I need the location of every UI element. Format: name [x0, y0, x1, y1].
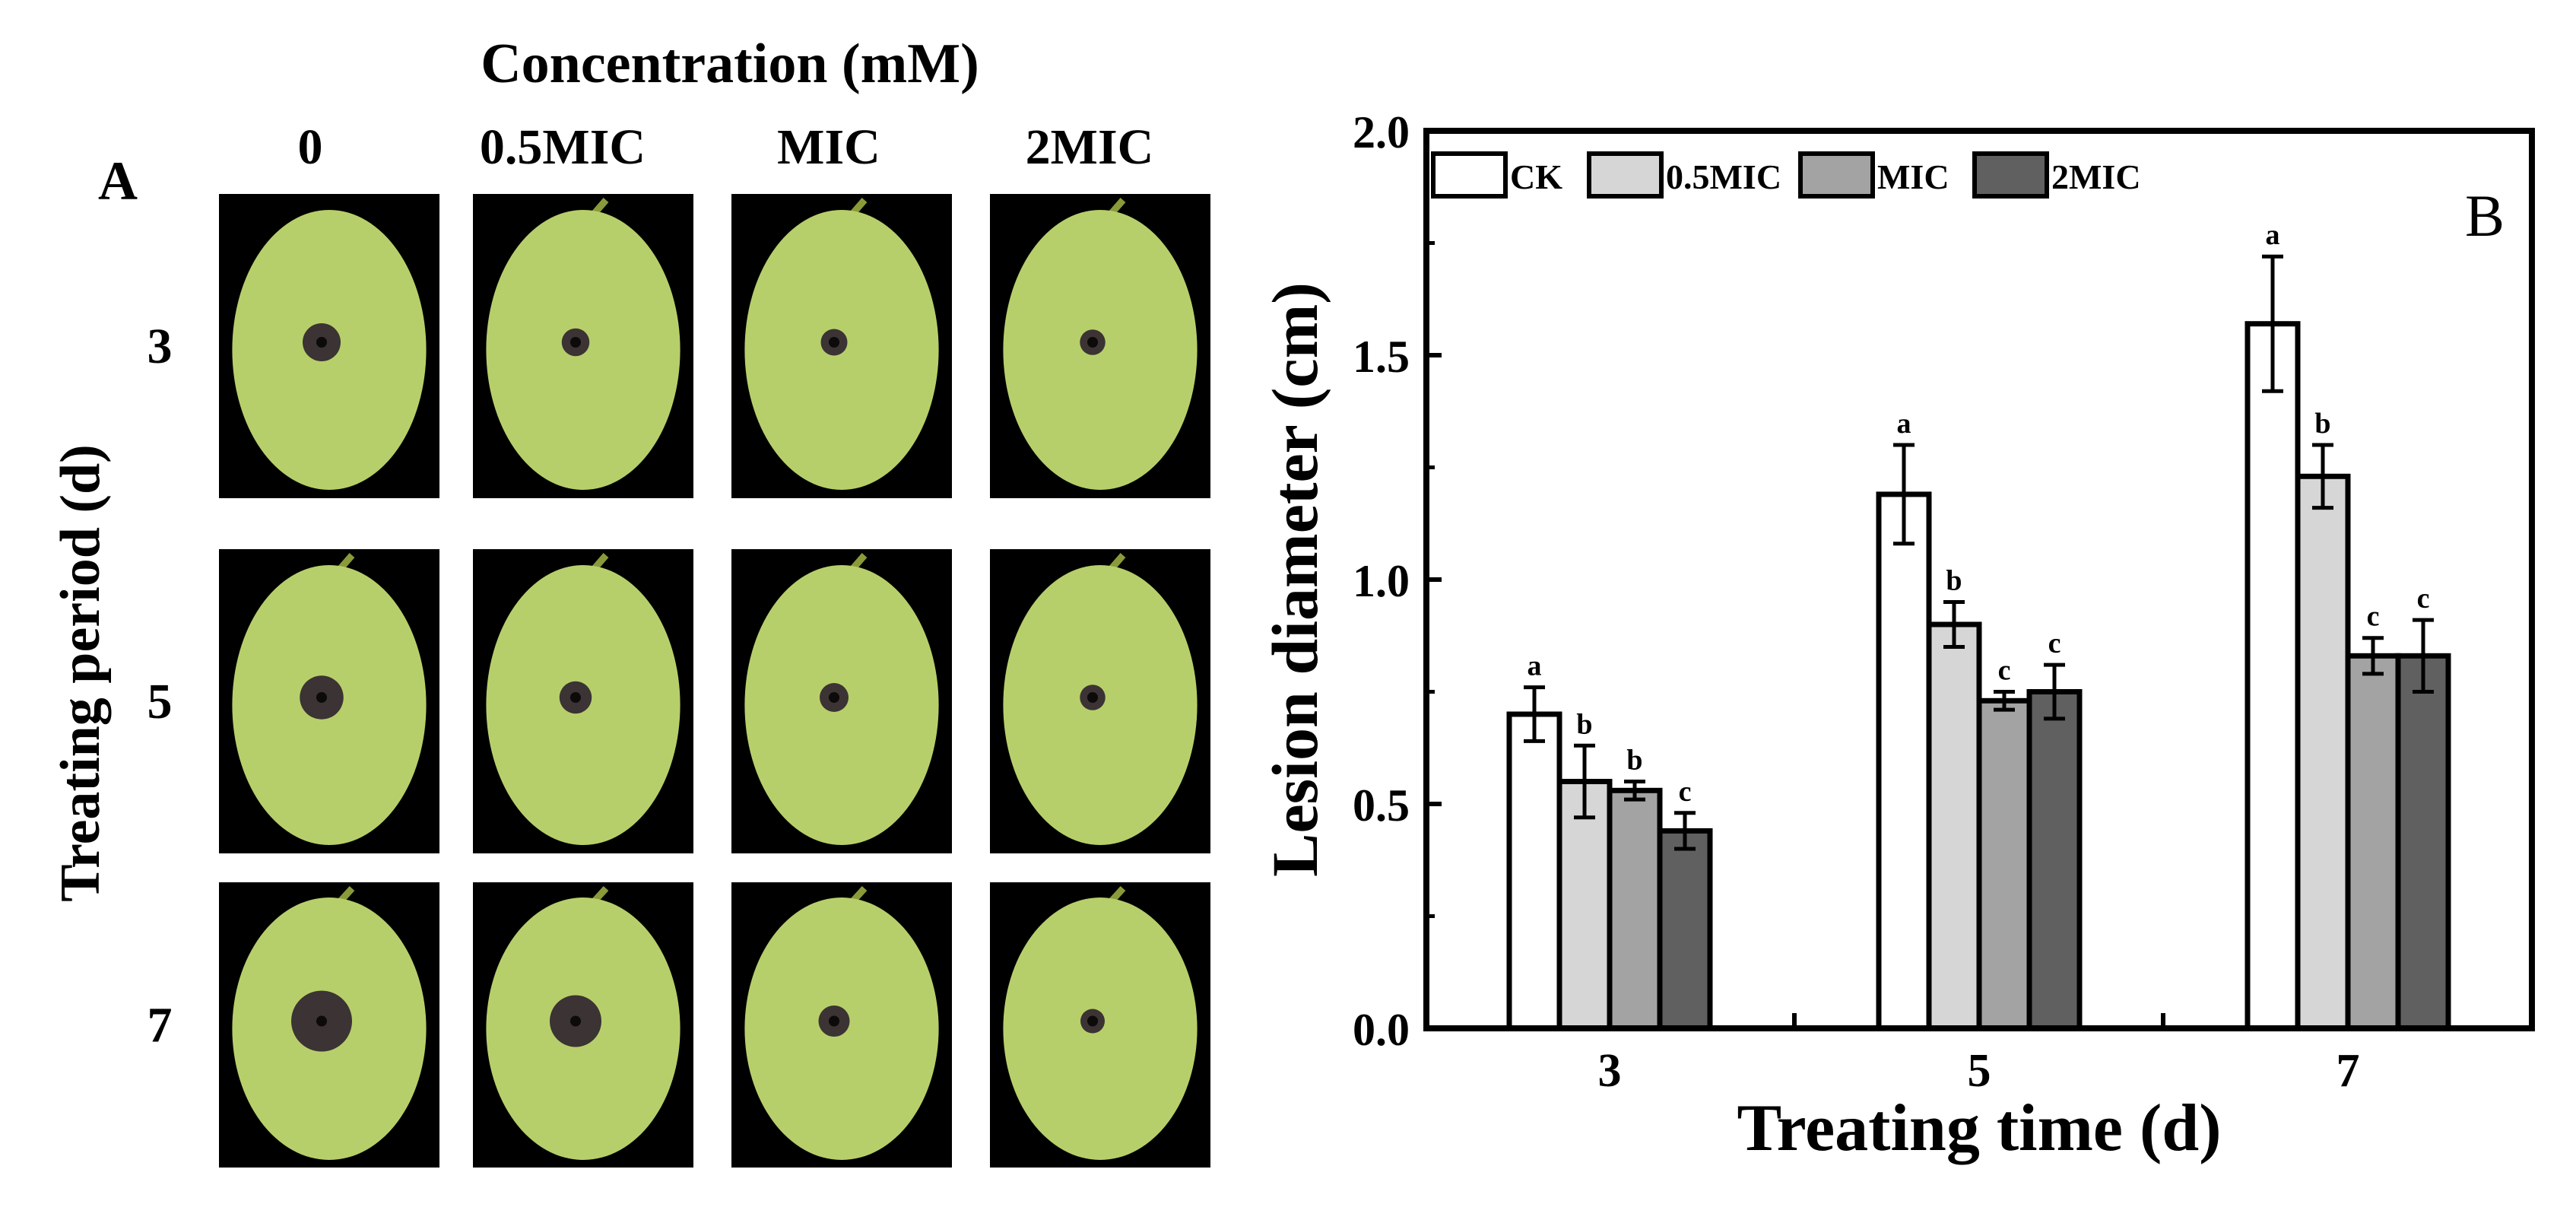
significance-letter: b [1576, 708, 1592, 740]
bar [1876, 491, 1932, 1031]
row-label: 7 [148, 998, 173, 1053]
lesion-core [316, 1015, 327, 1027]
significance-letter: c [2417, 583, 2430, 615]
panel-b-chart: a a a b b b b c c c c c 0.0 0.5 1.0 1.5 2.0 3 5 7 CK 0.5MI… [1258, 107, 2535, 1165]
y-tick-label: 0.5 [1353, 780, 1410, 831]
significance-letter: b [1626, 745, 1642, 777]
significance-letter: c [1998, 655, 2011, 687]
bar [1607, 787, 1663, 1031]
significance-letter: c [1679, 776, 1692, 808]
plot-frame [1423, 128, 2535, 1031]
x-axis: 3 5 7 [1598, 1013, 2360, 1097]
panel-a-row-axis-label: Treating period (d) [49, 444, 112, 902]
legend-label: 0.5MIC [1666, 157, 1781, 196]
lesion-core [570, 1015, 581, 1027]
lesion-core [1087, 337, 1098, 348]
bar-group: a a a b b b b c c c c c [1506, 219, 2451, 1031]
panel-a-title: Concentration (mM) [481, 33, 979, 95]
lesion-core [829, 692, 839, 703]
bar [1506, 711, 1562, 1031]
legend-label: 2MIC [2051, 157, 2141, 196]
legend-swatch [1587, 151, 1664, 199]
lesion-core [570, 337, 581, 348]
lesion-core [1087, 1015, 1098, 1027]
row-label: 5 [148, 674, 173, 729]
x-tick-label: 3 [1598, 1045, 1622, 1097]
lesion-core [829, 1015, 839, 1027]
bar [2345, 653, 2401, 1031]
significance-letter: a [1528, 650, 1542, 682]
bar [2244, 321, 2301, 1031]
y-tick-label: 0.0 [1353, 1005, 1410, 1055]
bar [1926, 621, 1982, 1031]
lesion-core [570, 692, 581, 703]
y-tick-label: 2.0 [1353, 107, 1410, 157]
bar [2395, 653, 2451, 1031]
y-tick-label: 1.0 [1353, 556, 1410, 606]
lesion-core [829, 337, 839, 348]
lesion-core [1087, 692, 1098, 703]
legend-swatch [1431, 151, 1508, 199]
significance-letter: a [2266, 219, 2280, 251]
x-tick-label: 5 [1968, 1045, 1991, 1097]
bar [2026, 689, 2083, 1031]
bar [1556, 779, 1613, 1031]
y-tick-label: 1.5 [1353, 332, 1410, 382]
lesion-core [316, 692, 327, 703]
column-label: 2MIC [1026, 119, 1154, 175]
row-label: 3 [148, 319, 173, 374]
panel-b-letter: B [2465, 183, 2505, 249]
bar [1657, 828, 1713, 1031]
legend-swatch [1798, 151, 1875, 199]
chart-legend: CK 0.5MIC MIC 2MIC [1431, 151, 2141, 199]
significance-letter: a [1897, 408, 1911, 440]
lesion-core [316, 337, 327, 348]
x-tick-label: 7 [2336, 1045, 2360, 1097]
significance-letter: c [2048, 627, 2061, 659]
column-label: MIC [777, 119, 880, 175]
bar [1976, 697, 2032, 1031]
column-label: 0 [298, 119, 323, 175]
legend-label: MIC [1877, 157, 1949, 196]
legend-swatch [1972, 151, 2049, 199]
column-label: 0.5MIC [480, 119, 646, 175]
bar [2295, 473, 2351, 1031]
significance-letter: b [2314, 408, 2330, 440]
panel-a-grid: 0 0.5MIC MIC 2MIC 3 5 7 [148, 119, 1210, 1168]
legend-label: CK [1510, 157, 1562, 196]
significance-letter: c [2367, 601, 2380, 633]
significance-letter: b [1946, 565, 1962, 597]
panel-a-letter: A [98, 151, 138, 211]
y-axis-label: Lesion diameter (cm) [1258, 282, 1331, 877]
x-axis-label: Treating time (d) [1737, 1091, 2221, 1165]
